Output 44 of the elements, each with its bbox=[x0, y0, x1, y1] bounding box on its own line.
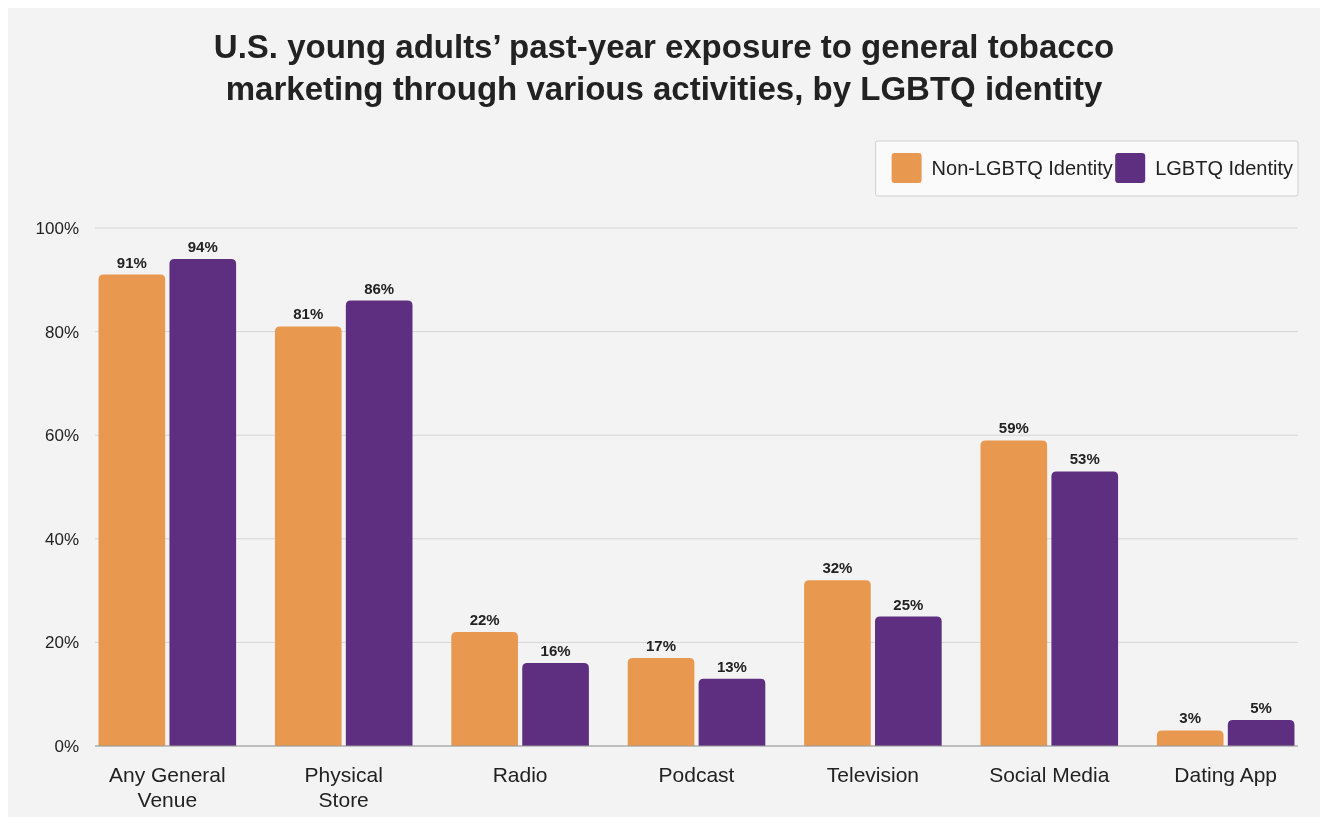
bar bbox=[274, 326, 342, 746]
y-tick-label: 100% bbox=[35, 218, 79, 238]
data-label: 91% bbox=[116, 253, 147, 271]
x-tick-label: Radio bbox=[492, 763, 548, 786]
y-tick-label: 20% bbox=[44, 633, 79, 653]
bar bbox=[451, 632, 518, 746]
bar bbox=[169, 259, 237, 746]
bar bbox=[627, 657, 695, 746]
legend-label: LGBTQ Identity bbox=[1155, 157, 1294, 179]
legend-label: Non-LGBTQ Identity bbox=[931, 157, 1113, 179]
bar bbox=[98, 274, 166, 746]
data-label: 81% bbox=[293, 305, 324, 323]
data-label: 22% bbox=[469, 611, 500, 629]
bar bbox=[1227, 720, 1295, 746]
data-label: 59% bbox=[998, 419, 1029, 437]
bar bbox=[1156, 730, 1224, 746]
bar bbox=[522, 663, 589, 746]
data-label: 53% bbox=[1069, 450, 1100, 468]
data-label: 16% bbox=[540, 642, 571, 660]
data-label: 86% bbox=[364, 279, 395, 297]
bar bbox=[345, 300, 413, 746]
data-label: 5% bbox=[1250, 699, 1272, 717]
x-tick-label: Dating App bbox=[1174, 763, 1278, 786]
y-tick-label: 0% bbox=[54, 736, 79, 756]
data-label: 25% bbox=[893, 595, 924, 613]
data-label: 13% bbox=[716, 657, 747, 675]
data-label: 32% bbox=[822, 559, 853, 577]
data-label: 94% bbox=[187, 238, 218, 256]
bar bbox=[875, 616, 942, 746]
x-tick-label: Television bbox=[826, 763, 919, 786]
bar bbox=[1051, 471, 1119, 746]
y-tick-label: 80% bbox=[44, 322, 79, 342]
bar bbox=[698, 678, 766, 746]
bar bbox=[980, 440, 1048, 746]
bar bbox=[804, 580, 871, 746]
y-tick-label: 60% bbox=[44, 426, 79, 446]
data-label: 3% bbox=[1179, 709, 1202, 727]
x-tick-label: Physical Store bbox=[304, 763, 383, 811]
x-tick-label: Podcast bbox=[658, 763, 735, 786]
y-tick-label: 40% bbox=[44, 529, 79, 549]
x-tick-label: Any General Venue bbox=[108, 763, 226, 811]
x-tick-label: Social Media bbox=[989, 763, 1110, 786]
chart-title: U.S. young adults’ past-year exposure to general tobacco marketing through various activities, by LGBTQ identity bbox=[213, 28, 1115, 107]
data-label: 17% bbox=[646, 636, 677, 654]
